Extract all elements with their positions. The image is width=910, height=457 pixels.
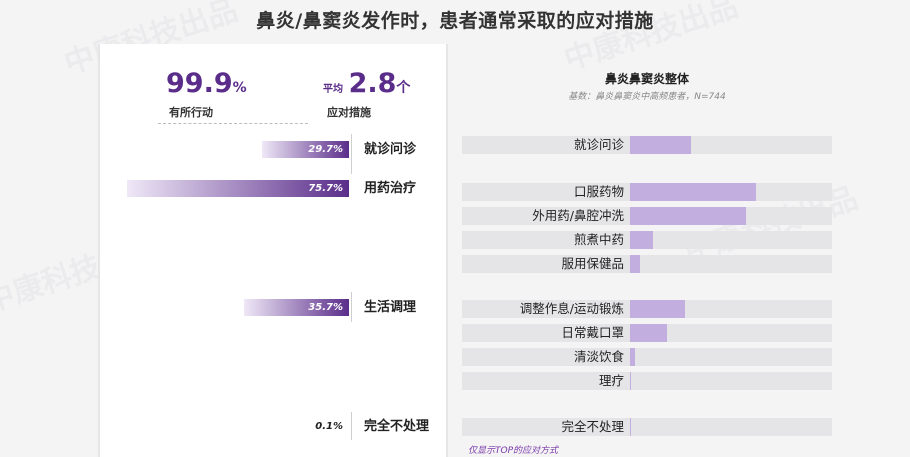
action-rate-value: 99.9	[166, 68, 233, 99]
avg-measures-value: 2.8	[348, 68, 397, 99]
bar	[630, 255, 641, 273]
avg-measures-prefix: 平均	[323, 84, 343, 95]
avg-measures-unit: 个	[396, 80, 411, 96]
axis-line	[351, 292, 352, 322]
bar	[244, 299, 349, 316]
summary-panel	[98, 44, 448, 457]
action-rate-stat: 99.9%	[166, 70, 247, 97]
bar	[630, 300, 685, 318]
bar	[630, 207, 747, 225]
axis-line	[351, 134, 352, 174]
axis-line	[351, 412, 352, 440]
data-label: 35.7%	[308, 302, 343, 313]
category-label: 生活调理	[364, 300, 417, 315]
category-label: 日常戴口罩	[561, 325, 624, 340]
category-label: 清淡饮食	[573, 349, 624, 364]
panel-border	[446, 44, 448, 457]
category-label: 理疗	[598, 373, 624, 388]
bar	[630, 324, 667, 342]
page-title: 鼻炎/鼻窦炎发作时，患者通常采取的应对措施	[256, 10, 654, 32]
data-label: 0.1%	[315, 421, 343, 432]
category-label: 外用药/鼻腔冲洗	[532, 208, 624, 223]
category-label: 用药治疗	[364, 181, 417, 196]
category-label: 煎煮中药	[573, 232, 624, 247]
category-label: 口服药物	[573, 184, 624, 199]
action-rate-label: 有所行动	[169, 106, 213, 119]
category-label: 完全不处理	[364, 419, 430, 434]
avg-measures-label: 应对措施	[327, 106, 371, 119]
bar	[630, 231, 653, 249]
category-label: 完全不处理	[561, 419, 624, 434]
avg-measures-stat: 平均 2.8个	[323, 70, 410, 97]
category-label: 调整作息/运动锻炼	[519, 301, 624, 316]
chart-title: 鼻炎鼻窦炎整体	[604, 72, 689, 86]
category-label: 就诊问诊	[573, 137, 624, 152]
bar	[261, 141, 349, 158]
bar	[630, 183, 757, 201]
data-label: 29.7%	[308, 144, 343, 155]
data-label: 75.7%	[308, 183, 343, 194]
category-label: 服用保健品	[561, 256, 624, 271]
stats-divider	[158, 123, 308, 124]
bar	[630, 348, 636, 366]
bar-track	[462, 418, 832, 436]
category-label: 就诊问诊	[364, 142, 417, 157]
bar	[127, 180, 349, 197]
bar-track	[462, 348, 832, 366]
bar	[630, 372, 632, 390]
chart-subtitle: 基数：鼻炎鼻窦炎中高频患者，N=744	[568, 92, 726, 102]
panel-border	[98, 44, 100, 457]
action-rate-unit: %	[232, 80, 247, 96]
bar-track	[462, 372, 832, 390]
bar	[630, 136, 691, 154]
footnote: 仅显示TOP的应对方式	[468, 446, 559, 456]
bar-track	[462, 255, 832, 273]
